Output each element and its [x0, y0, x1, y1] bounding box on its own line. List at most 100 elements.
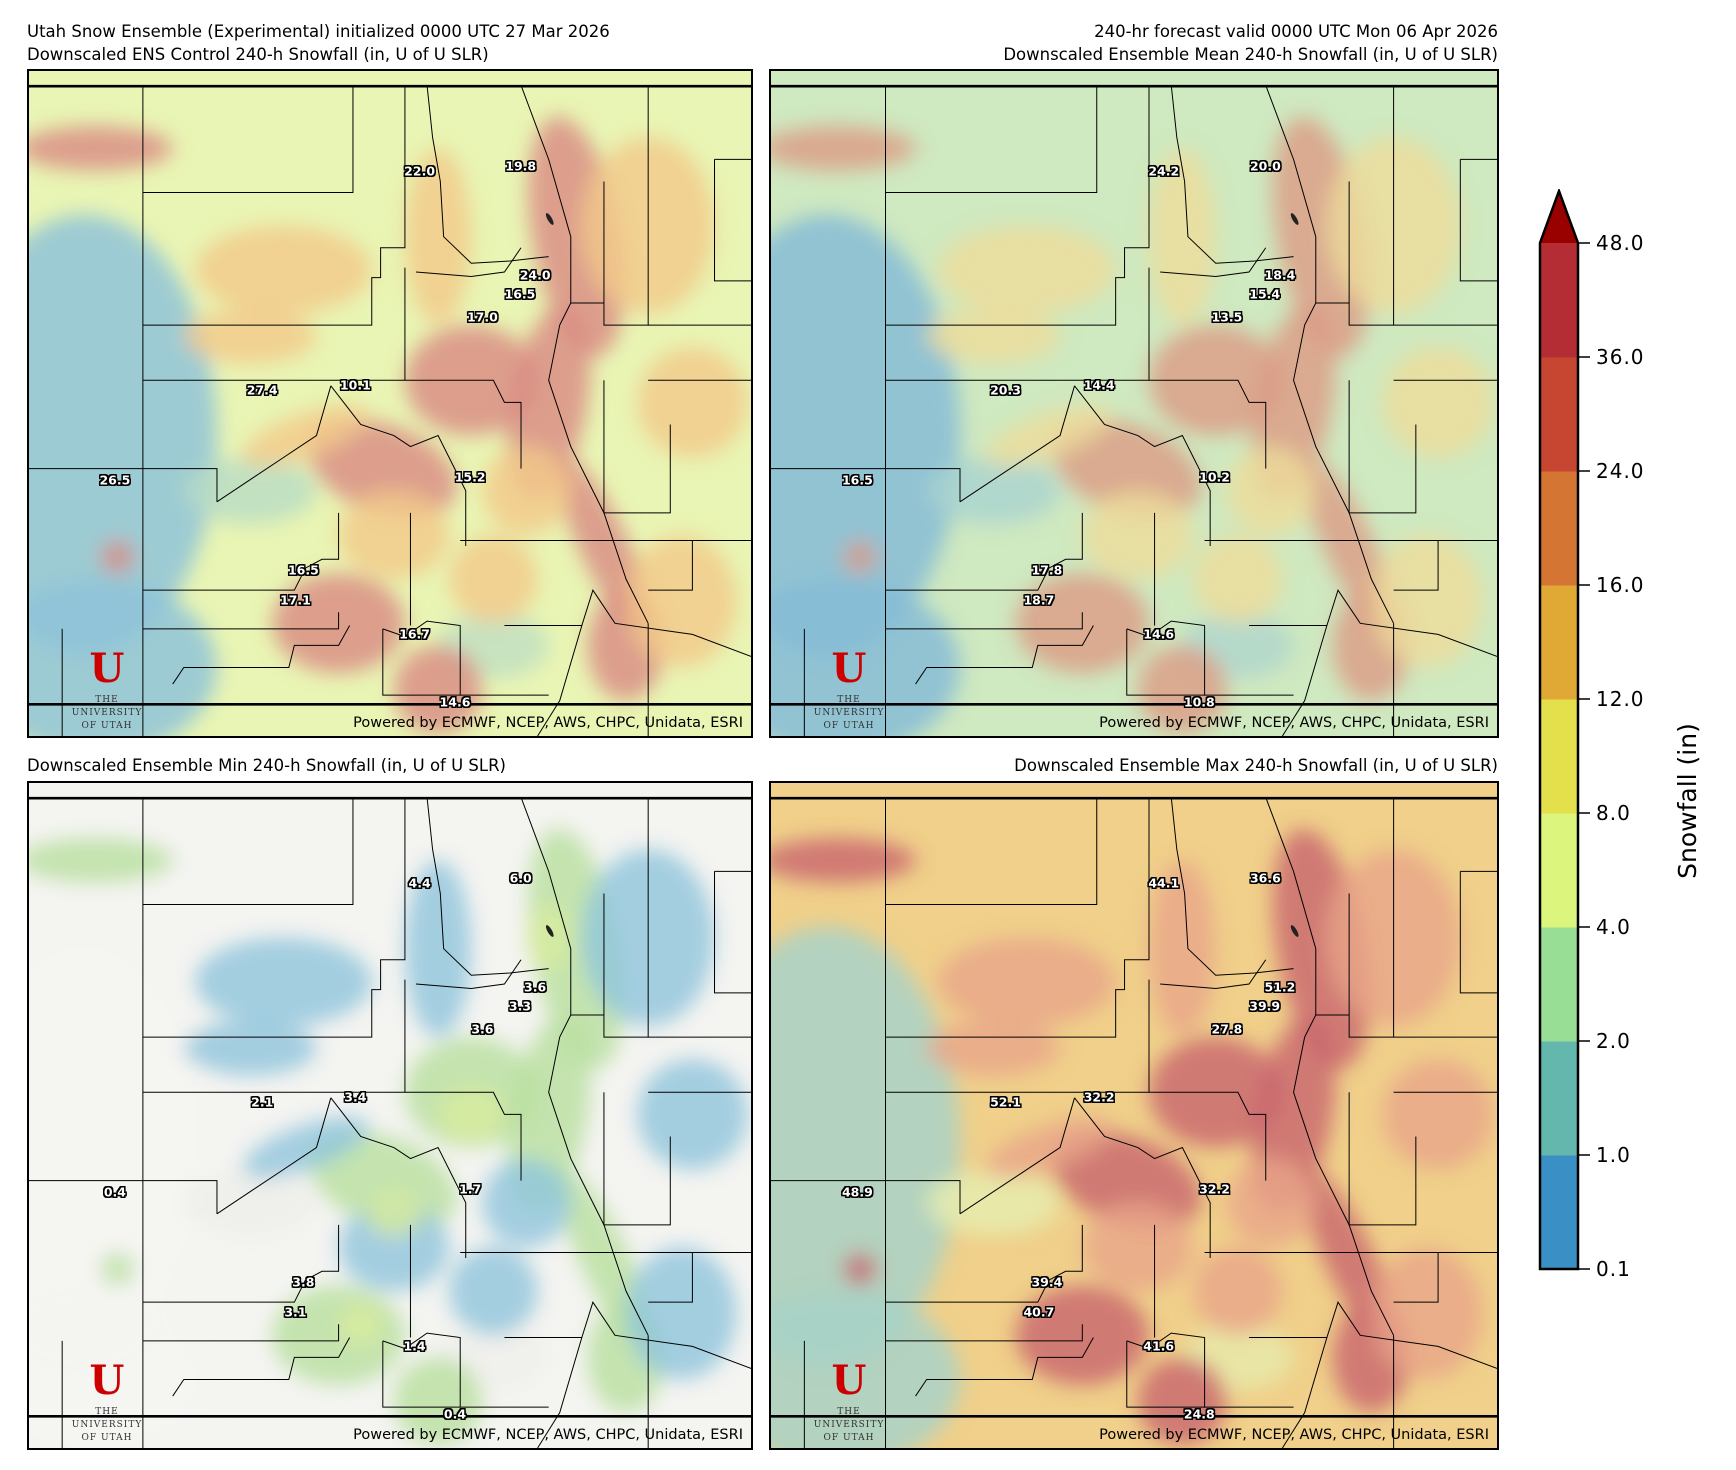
- snowfall-point-label: 1.4: [403, 1338, 426, 1354]
- boundary-line: [771, 1181, 960, 1214]
- boundary-line: [383, 621, 460, 695]
- boundary-line: [604, 797, 648, 1037]
- panel-title-mean: Downscaled Ensemble Mean 240-h Snowfall …: [1003, 45, 1498, 64]
- boundary-line: [1394, 540, 1497, 590]
- snowfall-map: [771, 71, 1497, 736]
- boundary-line: [1282, 626, 1326, 736]
- snowfall-point-label: 14.4: [1083, 377, 1115, 393]
- boundary-line: [521, 85, 648, 623]
- boundary-line: [504, 590, 751, 656]
- boundary-line: [143, 1324, 339, 1341]
- snowfall-shading: [100, 1252, 135, 1286]
- snowfall-shading: [637, 347, 748, 458]
- snowfall-point-label: 4.4: [408, 875, 431, 891]
- snowfall-point-label: 18.4: [1264, 267, 1296, 283]
- map-panel-max: 44.1 36.6 51.2 39.9 27.8 32.2 52.1 48.9 32.2 39.4…: [769, 781, 1499, 1450]
- boundary-line: [1266, 797, 1394, 1335]
- logo-of-utah: OF UTAH: [823, 721, 875, 731]
- colorbar-tick-label: 24.0: [1596, 459, 1645, 483]
- logo-of-utah: OF UTAH: [81, 1433, 133, 1443]
- boundary-line: [217, 1098, 331, 1214]
- snowfall-shading: [308, 419, 458, 518]
- snowfall-shading: [626, 1246, 737, 1380]
- snowfall-shading: [843, 1252, 877, 1286]
- snowfall-shading: [937, 937, 1116, 1027]
- snowfall-point-label: 16.5: [287, 562, 319, 578]
- colorbar-tick-label: 16.0: [1596, 573, 1645, 597]
- snowfall-shading: [482, 446, 571, 535]
- boundary-line: [886, 905, 1149, 1038]
- boundary-line: [715, 871, 751, 993]
- snowfall-shading: [1371, 1246, 1483, 1380]
- boundary-line: [886, 193, 1149, 326]
- snowfall-point-label: 44.1: [1148, 875, 1180, 891]
- logo-the: THE: [837, 695, 861, 705]
- boundary-line: [916, 626, 1094, 685]
- snowfall-shading: [1193, 534, 1283, 624]
- boundary-line: [1460, 871, 1497, 993]
- snowfall-point-label: 24.2: [1148, 163, 1180, 179]
- snowfall-point-label: 52.1: [990, 1094, 1021, 1110]
- boundary-line: [427, 797, 549, 975]
- boundary-line: [1160, 248, 1266, 277]
- boundary-line: [405, 1092, 521, 1180]
- snowfall-point-label: 19.8: [505, 158, 537, 174]
- snowfall-shading: [1226, 446, 1316, 535]
- boundary-line: [538, 626, 582, 736]
- boundary-line: [143, 513, 339, 590]
- boundary-line: [1249, 1302, 1497, 1368]
- boundary-line: [604, 85, 648, 325]
- snowfall-shading: [771, 838, 916, 883]
- snowfall-map: [771, 783, 1497, 1448]
- boundary-line: [143, 85, 353, 192]
- snowfall-shading: [1382, 1059, 1494, 1170]
- snowfall-point-label: 17.1: [279, 592, 311, 608]
- snowfall-point-label: 20.3: [990, 382, 1021, 398]
- snowfall-shading: [1382, 347, 1494, 458]
- snowfall-point-label: 3.4: [344, 1089, 367, 1105]
- university-of-utah-logo: U THE UNIVERSITY OF UTAH: [801, 1356, 897, 1445]
- boundary-line: [1171, 85, 1293, 263]
- boundary-line: [715, 159, 751, 281]
- boundary-line: [416, 248, 521, 277]
- colorbar-tick-label: 8.0: [1596, 801, 1631, 825]
- boundary-line: [143, 797, 353, 904]
- snowfall-shading: [985, 404, 1113, 467]
- boundary-line: [886, 612, 1083, 629]
- boundary-line: [1127, 621, 1205, 695]
- university-of-utah-logo: U THE UNIVERSITY OF UTAH: [59, 1356, 155, 1445]
- boundary-line: [405, 380, 521, 468]
- snowfall-point-label: 3.1: [284, 1304, 307, 1320]
- boundary-line: [648, 1252, 751, 1302]
- snowfall-point-label: 17.8: [1031, 562, 1063, 578]
- snowfall-point-label: 3.6: [471, 1021, 494, 1037]
- snowfall-point-label: 14.6: [439, 694, 471, 710]
- snowfall-shading: [194, 937, 372, 1027]
- snowfall-shading: [338, 490, 450, 580]
- boundary-line: [1075, 386, 1211, 546]
- logo-u: U: [89, 645, 125, 692]
- boundary-line: [217, 386, 331, 502]
- snowfall-point-label: 3.6: [524, 979, 547, 995]
- snowfall-point-label: 39.4: [1031, 1274, 1063, 1290]
- snowfall-shading: [1149, 860, 1216, 1038]
- boundary-line: [331, 1098, 466, 1258]
- boundary-line: [1127, 1333, 1205, 1407]
- snowfall-shading: [926, 1020, 1061, 1076]
- snowfall-point-label: 3.3: [508, 998, 532, 1014]
- snowfall-point-label: 17.0: [466, 309, 498, 325]
- logo-the: THE: [95, 1407, 119, 1417]
- boundary-line: [173, 1338, 350, 1397]
- colorbar-segment: [1540, 243, 1578, 358]
- snowfall-point-label: 41.6: [1143, 1338, 1175, 1354]
- colorbar: [1538, 189, 1590, 1271]
- colorbar-segment: [1540, 357, 1578, 472]
- snowfall-point-label: 10.2: [1199, 469, 1230, 485]
- snowfall-shading: [183, 308, 317, 364]
- snowfall-point-label: 39.9: [1249, 998, 1281, 1014]
- colorbar-tick-label: 48.0: [1596, 231, 1645, 255]
- snowfall-shading: [449, 1246, 538, 1336]
- boundary-line: [886, 1225, 1083, 1302]
- snowfall-point-label: 16.5: [841, 472, 873, 488]
- snowfall-shading: [1052, 419, 1202, 518]
